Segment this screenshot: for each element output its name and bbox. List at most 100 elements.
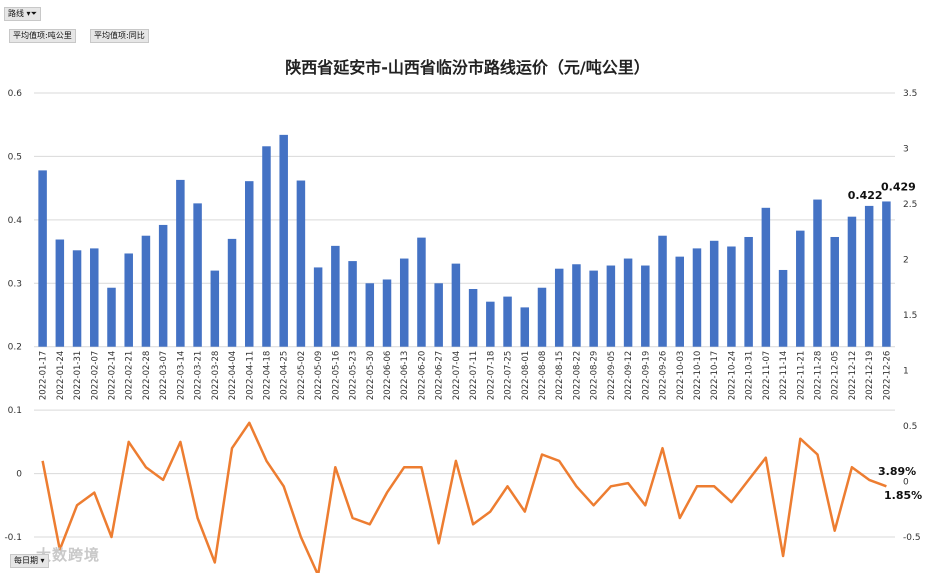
x-tick-label: 2022-04-18 xyxy=(262,351,272,400)
bar-2022-10-24 xyxy=(727,246,736,347)
bar-2022-05-02 xyxy=(296,180,306,347)
left-axis-tick-label: 0.4 xyxy=(8,216,23,226)
x-tick-label: 2022-04-25 xyxy=(280,351,290,400)
bar-2022-10-10 xyxy=(692,248,702,347)
field-button-ton-km-label: 平均值项:吨公里 xyxy=(13,31,72,40)
bar-2022-06-27 xyxy=(434,283,443,347)
x-tick-label: 2022-02-14 xyxy=(107,351,117,400)
x-tick-label: 2022-12-19 xyxy=(865,351,875,400)
x-tick-label: 2022-05-09 xyxy=(314,351,324,400)
right-axis-tick-label: 0.5 xyxy=(903,422,917,432)
x-tick-label: 2022-11-28 xyxy=(814,351,824,400)
x-tick-label: 2022-01-31 xyxy=(73,351,83,400)
route-filter-label: 路线 xyxy=(8,9,24,18)
bar-2022-07-25 xyxy=(503,296,512,347)
bar-2022-09-05 xyxy=(606,265,616,347)
x-tick-label: 2022-06-20 xyxy=(417,351,427,400)
x-tick-label: 2022-12-12 xyxy=(848,351,858,400)
right-axis-tick-label: 1.5 xyxy=(903,311,917,321)
bar-data-label: 0.429 xyxy=(881,180,916,193)
x-tick-label: 2022-12-26 xyxy=(882,351,892,400)
bar-2022-01-31 xyxy=(72,250,82,347)
x-tick-label: 2022-10-31 xyxy=(745,351,755,400)
route-filter-button[interactable]: 路线 ▾⏷ xyxy=(4,7,41,21)
x-tick-label: 2022-08-29 xyxy=(590,351,600,400)
bar-2022-11-28 xyxy=(813,199,822,347)
left-axis-tick-label: 0.5 xyxy=(8,152,22,162)
bar-2022-09-26 xyxy=(658,235,667,347)
x-tick-label: 2022-07-11 xyxy=(469,351,479,400)
x-tick-label: 2022-08-22 xyxy=(572,351,582,400)
bar-2022-01-17 xyxy=(38,170,47,347)
x-tick-label: 2022-03-28 xyxy=(211,351,221,400)
left-axis-tick-label: 0.1 xyxy=(8,406,22,416)
bar-2022-12-05 xyxy=(830,236,839,347)
right-axis-tick-label: 0 xyxy=(903,478,909,488)
date-filter-button[interactable]: 每日期 ▾ xyxy=(10,554,49,568)
bar-2022-08-15 xyxy=(554,268,564,347)
x-tick-label: 2022-10-10 xyxy=(693,351,703,400)
chart-title: 陕西省延安市-山西省临汾市路线运价（元/吨公里） xyxy=(285,58,650,77)
bar-2022-02-07 xyxy=(90,248,99,347)
x-tick-label: 2022-02-28 xyxy=(142,351,152,400)
x-tick-label: 2022-12-05 xyxy=(831,351,841,400)
x-tick-label: 2022-04-11 xyxy=(245,351,255,400)
field-button-ton-km[interactable]: 平均值项:吨公里 xyxy=(9,29,76,43)
x-tick-label: 2022-10-17 xyxy=(710,351,720,400)
x-tick-label: 2022-03-21 xyxy=(194,351,204,400)
line-data-label: 1.85% xyxy=(884,489,922,502)
x-tick-label: 2022-03-14 xyxy=(176,351,186,400)
bar-2022-08-01 xyxy=(520,307,530,347)
x-tick-label: 2022-09-12 xyxy=(624,351,634,400)
bar-2022-10-17 xyxy=(709,240,719,347)
bar-2022-03-14 xyxy=(176,179,185,347)
x-tick-label: 2022-08-01 xyxy=(521,351,531,400)
x-tick-label: 2022-10-03 xyxy=(676,351,686,400)
field-button-yoy[interactable]: 平均值项:同比 xyxy=(90,29,149,43)
x-tick-label: 2022-03-07 xyxy=(159,351,169,400)
x-tick-label: 2022-01-24 xyxy=(56,351,66,400)
bar-2022-04-18 xyxy=(262,146,271,347)
left-axis-tick-label: -0.1 xyxy=(4,533,22,543)
x-tick-label: 2022-06-13 xyxy=(400,351,410,400)
bar-2022-04-11 xyxy=(245,181,254,347)
bar-2022-01-24 xyxy=(55,239,65,347)
bar-2022-05-30 xyxy=(365,283,375,347)
bar-2022-09-12 xyxy=(623,258,633,347)
bar-2022-05-16 xyxy=(331,245,340,347)
bar-2022-02-14 xyxy=(107,287,116,347)
bar-2022-03-07 xyxy=(158,224,168,347)
x-tick-label: 2022-11-21 xyxy=(796,351,806,400)
bar-2022-05-23 xyxy=(348,261,357,347)
x-tick-label: 2022-09-19 xyxy=(641,351,651,400)
x-tick-label: 2022-09-05 xyxy=(607,351,617,400)
x-tick-label: 2022-11-14 xyxy=(779,351,789,400)
x-tick-label: 2022-08-15 xyxy=(555,351,565,400)
bar-2022-11-14 xyxy=(778,269,788,347)
left-axis-tick-label: 0.2 xyxy=(8,343,22,353)
right-axis-tick-label: 3.5 xyxy=(903,89,917,99)
bar-2022-03-28 xyxy=(210,270,220,347)
x-tick-label: 2022-01-17 xyxy=(39,351,49,400)
bar-2022-04-04 xyxy=(227,238,237,347)
bar-2022-07-11 xyxy=(468,288,478,347)
bar-2022-04-25 xyxy=(279,134,288,347)
x-tick-label: 2022-05-16 xyxy=(331,351,341,400)
right-axis-tick-label: 2.5 xyxy=(903,200,917,210)
x-tick-label: 2022-10-24 xyxy=(727,351,737,400)
right-axis-tick-label: -0.5 xyxy=(903,533,921,543)
bar-2022-12-12 xyxy=(847,216,857,347)
bar-2022-10-31 xyxy=(744,236,753,347)
bar-2022-12-19 xyxy=(864,205,874,347)
bar-2022-12-26 xyxy=(882,201,891,347)
bar-data-label: 0.422 xyxy=(848,189,883,202)
x-tick-label: 2022-05-30 xyxy=(366,351,376,400)
left-axis-tick-label: 0 xyxy=(16,470,22,480)
x-tick-label: 2022-06-06 xyxy=(383,351,393,400)
bar-2022-11-07 xyxy=(761,207,771,347)
left-axis-tick-label: 0.6 xyxy=(8,89,23,99)
bar-2022-09-19 xyxy=(641,265,650,347)
x-tick-label: 2022-02-07 xyxy=(90,351,100,400)
x-tick-label: 2022-07-18 xyxy=(486,351,496,400)
